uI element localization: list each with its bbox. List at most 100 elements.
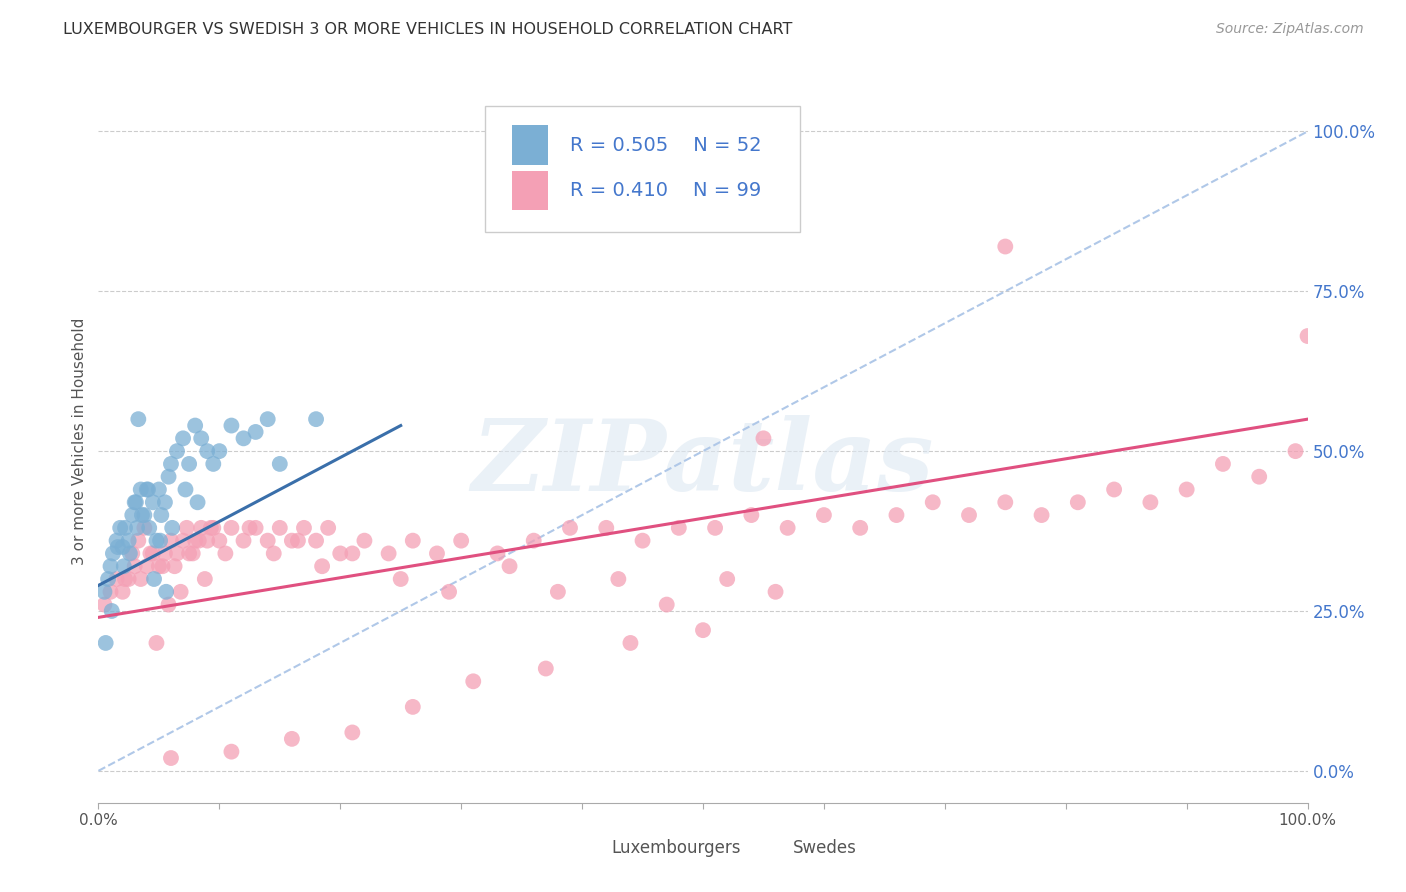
Point [994, 239, 1017, 253]
Point [93, 584, 115, 599]
Point [631, 533, 654, 548]
Point [157, 469, 180, 483]
Text: ZIPatlas: ZIPatlas [472, 415, 934, 511]
Point [239, 521, 262, 535]
Point [100, 604, 122, 618]
Point [200, 521, 222, 535]
Point [921, 495, 943, 509]
Point [160, 457, 183, 471]
Point [692, 623, 714, 637]
Point [595, 521, 617, 535]
Point [181, 546, 204, 560]
Point [214, 546, 236, 560]
Point [813, 508, 835, 522]
Point [463, 674, 485, 689]
Point [179, 457, 201, 471]
Point [402, 533, 425, 548]
Point [179, 546, 201, 560]
Point [232, 431, 254, 445]
Point [145, 533, 167, 548]
Point [114, 521, 136, 535]
Point [111, 540, 134, 554]
Point [135, 559, 157, 574]
Point [1031, 508, 1053, 522]
Point [305, 533, 328, 548]
Point [1067, 495, 1090, 509]
Point [232, 533, 254, 548]
Point [377, 546, 399, 560]
Point [176, 521, 198, 535]
Point [269, 457, 291, 471]
Point [136, 483, 159, 497]
FancyBboxPatch shape [485, 105, 800, 232]
Point [127, 521, 149, 535]
Point [558, 521, 581, 535]
Point [127, 412, 149, 426]
Text: Luxembourgers: Luxembourgers [612, 838, 741, 856]
Point [184, 533, 207, 548]
Point [1102, 483, 1125, 497]
Point [172, 533, 194, 548]
Point [127, 533, 149, 548]
Point [292, 521, 315, 535]
FancyBboxPatch shape [745, 838, 782, 857]
Point [353, 533, 375, 548]
Point [1296, 329, 1319, 343]
Point [148, 559, 170, 574]
Point [163, 559, 186, 574]
Point [124, 495, 146, 509]
Point [94, 636, 117, 650]
Point [157, 598, 180, 612]
Point [245, 425, 267, 439]
FancyBboxPatch shape [512, 170, 548, 211]
Point [129, 483, 152, 497]
Point [152, 559, 174, 574]
Point [486, 546, 509, 560]
Point [160, 521, 183, 535]
Point [139, 546, 162, 560]
Point [311, 559, 333, 574]
FancyBboxPatch shape [512, 125, 548, 165]
Point [221, 521, 243, 535]
Point [121, 508, 143, 522]
Point [994, 495, 1017, 509]
Point [256, 412, 278, 426]
Point [765, 584, 787, 599]
Point [105, 533, 128, 548]
Point [101, 546, 124, 560]
Point [281, 533, 304, 548]
Point [190, 521, 212, 535]
Point [138, 521, 160, 535]
Point [129, 572, 152, 586]
Point [886, 508, 908, 522]
Point [342, 725, 364, 739]
Point [174, 483, 197, 497]
Point [607, 572, 630, 586]
Point [716, 572, 738, 586]
Point [202, 457, 225, 471]
Point [389, 572, 412, 586]
Point [202, 521, 225, 535]
Point [1284, 444, 1306, 458]
Point [118, 533, 141, 548]
Point [187, 533, 209, 548]
FancyBboxPatch shape [564, 838, 600, 857]
Point [245, 521, 267, 535]
Point [93, 598, 115, 612]
Point [498, 559, 520, 574]
Point [195, 444, 218, 458]
Point [97, 572, 120, 586]
Point [752, 431, 775, 445]
Point [437, 584, 460, 599]
Point [169, 584, 191, 599]
Point [281, 731, 304, 746]
Point [450, 533, 472, 548]
Point [149, 533, 172, 548]
Text: Source: ZipAtlas.com: Source: ZipAtlas.com [1216, 22, 1364, 37]
Point [134, 508, 156, 522]
Point [190, 431, 212, 445]
Point [269, 521, 291, 535]
Point [111, 584, 134, 599]
Point [776, 521, 799, 535]
Point [112, 559, 135, 574]
